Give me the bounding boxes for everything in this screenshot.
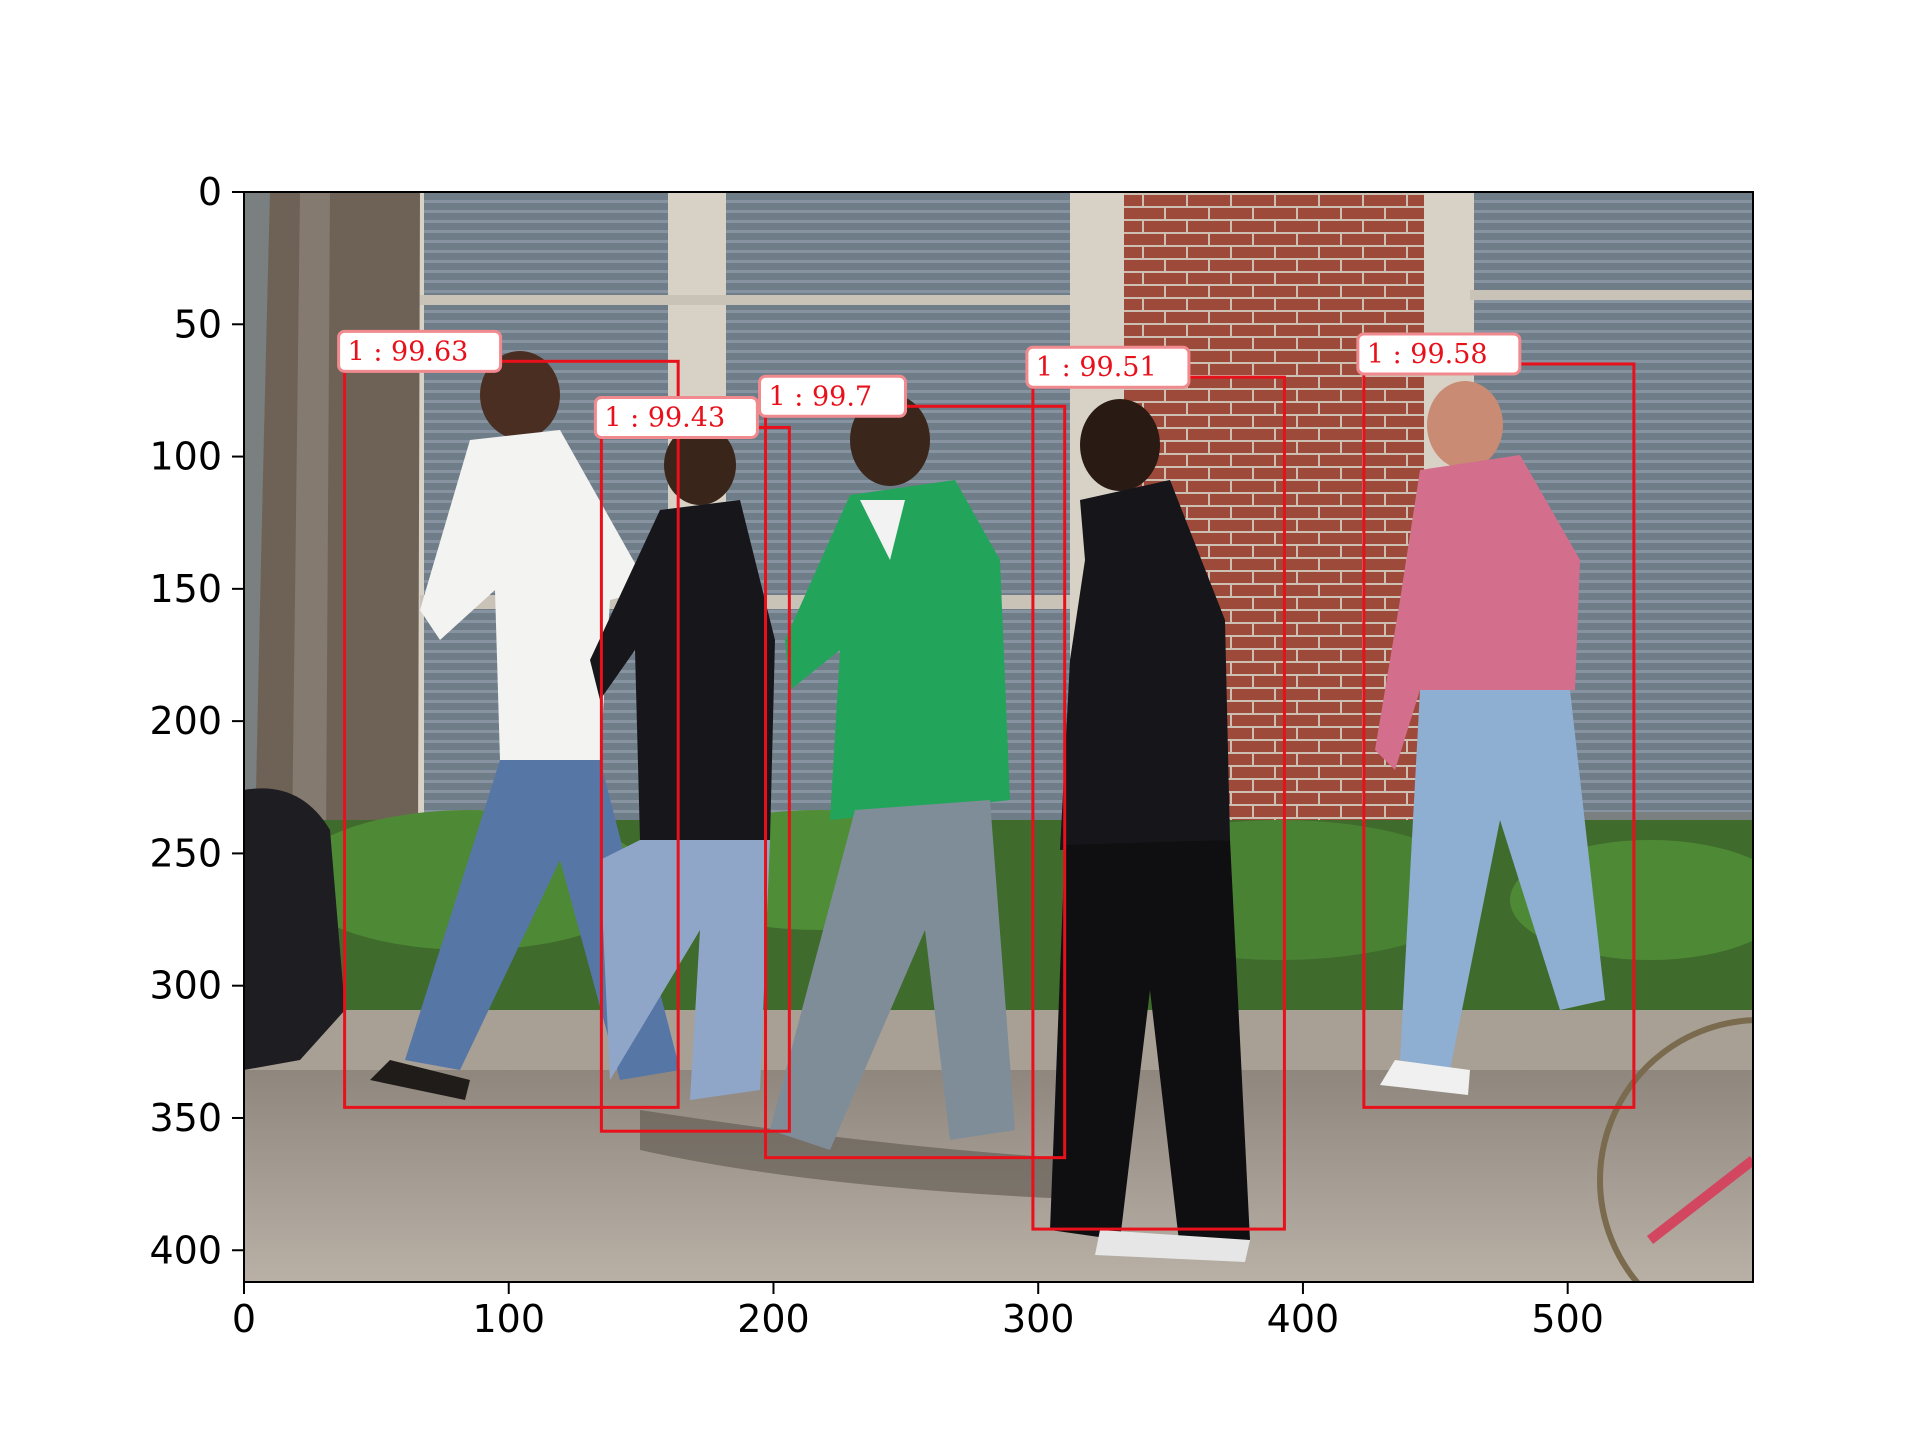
axes-frame	[243, 191, 1754, 1283]
detection-boxes: 1 : 99.63 1 : 99.43 1 : 99.7 1 : 99.51 1 : 9…	[337, 329, 1636, 1231]
detection-label: 1 : 99.63	[348, 336, 469, 367]
y-tick-label: 50	[174, 302, 222, 346]
y-tick-label: 0	[198, 170, 222, 214]
detection-label: 1 : 99.43	[604, 402, 725, 433]
x-tick-label: 200	[737, 1297, 810, 1341]
detection-box	[764, 404, 1067, 1160]
y-tick-label: 300	[149, 964, 222, 1008]
x-tick-label: 100	[472, 1297, 545, 1341]
x-tick-label: 500	[1531, 1297, 1604, 1341]
detection-label-box	[1025, 345, 1191, 389]
detection-label: 1 : 99.51	[1036, 352, 1157, 383]
y-axis: 0 50 100 150 200 250 300 350 400	[149, 170, 244, 1272]
x-axis: 0 100 200 300 400 500	[232, 1282, 1604, 1341]
detection-label: 1 : 99.58	[1367, 339, 1488, 370]
detection-label-box	[593, 395, 759, 439]
detection-label: 1 : 99.7	[769, 381, 873, 412]
y-tick-label: 250	[149, 831, 222, 875]
y-tick-label: 400	[149, 1228, 222, 1272]
y-tick-label: 200	[149, 699, 222, 743]
y-tick-label: 350	[149, 1096, 222, 1140]
detection-label-box	[337, 329, 503, 373]
x-tick-label: 0	[232, 1297, 256, 1341]
x-tick-label: 300	[1002, 1297, 1075, 1341]
detection-label-box	[758, 374, 908, 418]
detection-label-box	[1356, 332, 1522, 376]
y-tick-label: 150	[149, 567, 222, 611]
detection-box	[343, 359, 680, 1109]
y-tick-label: 100	[149, 435, 222, 479]
x-tick-label: 400	[1267, 1297, 1340, 1341]
